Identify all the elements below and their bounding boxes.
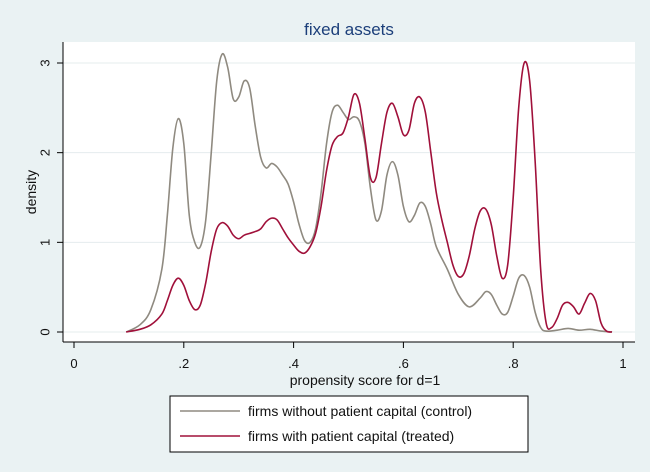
x-tick-label-3: .6 xyxy=(398,356,409,371)
y-tick-label-3: 3 xyxy=(37,59,52,66)
legend-label-treated: firms with patient capital (treated) xyxy=(248,428,454,444)
legend: firms without patient capital (control) … xyxy=(169,395,529,453)
y-tick-label-2: 2 xyxy=(37,149,52,156)
chart-title: fixed assets xyxy=(304,20,394,39)
x-axis: 0 .2 .4 .6 .8 1 xyxy=(63,341,635,371)
x-axis-title: propensity score for d=1 xyxy=(290,372,441,388)
series-line-control xyxy=(125,52,613,333)
x-tick-label-2: .4 xyxy=(288,356,299,371)
x-tick-label-4: .8 xyxy=(508,356,519,371)
y-axis-title: density xyxy=(23,170,39,214)
y-tick-label-1: 1 xyxy=(37,239,52,246)
x-tick-label-1: .2 xyxy=(178,356,189,371)
y-tick-label-0: 0 xyxy=(37,328,52,335)
plot-area xyxy=(63,42,635,342)
series-layer xyxy=(125,52,613,333)
legend-label-control: firms without patient capital (control) xyxy=(248,403,472,419)
legend-box xyxy=(169,395,529,453)
x-tick-label-5: 1 xyxy=(619,356,626,371)
x-tick-label-0: 0 xyxy=(70,356,77,371)
series-line-treated xyxy=(126,60,613,333)
y-axis: 0 1 2 3 xyxy=(37,42,64,342)
